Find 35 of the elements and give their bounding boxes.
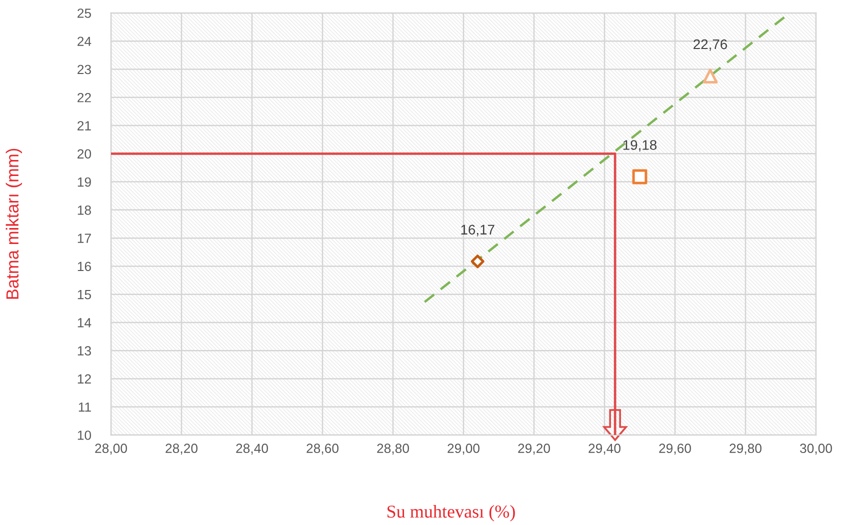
x-tick-label: 28,00 [95, 444, 127, 455]
y-tick-label: 11 [78, 402, 91, 412]
y-tick-label: 10 [78, 430, 92, 440]
data-label: 22,76 [694, 39, 728, 51]
x-tick-label: 28,40 [236, 444, 268, 455]
y-tick-label: 19 [78, 177, 91, 187]
y-tick-label: 21 [78, 121, 91, 130]
y-tick-label: 12 [78, 374, 91, 384]
x-tick-label: 29,60 [659, 444, 691, 455]
y-tick-label: 18 [78, 206, 91, 215]
y-tick-label: 23 [78, 64, 91, 74]
x-tick-label: 28,20 [166, 444, 198, 455]
y-tick-label: 16 [78, 262, 91, 272]
y-tick-label: 17 [78, 234, 91, 243]
data-label: 16,17 [461, 224, 494, 236]
y-tick-label: 13 [78, 346, 91, 356]
x-tick-label: 28,80 [377, 444, 409, 455]
y-tick-label: 25 [78, 8, 92, 18]
point [470, 254, 484, 268]
x-tick-label: 28,60 [306, 444, 338, 455]
y-tick-label: 20 [78, 149, 92, 159]
x-tick-label: 29,20 [518, 444, 550, 455]
y-tick-label: 15 [78, 290, 92, 300]
x-tick-label: 29,80 [730, 444, 762, 455]
x-tick-label: 29,40 [588, 444, 620, 455]
point [632, 169, 648, 184]
y-axis-title: Batma miktarı (mm) [6, 148, 22, 299]
point [702, 68, 718, 84]
x-tick-label: 30,00 [800, 444, 832, 455]
y-tick-label: 22 [78, 92, 91, 102]
x-axis-title: Su muhtevası (%) [388, 505, 515, 522]
x-tick-label: 29,00 [448, 444, 480, 455]
data-label: 19,18 [623, 140, 657, 152]
y-tick-label: 14 [78, 318, 92, 328]
y-tick-label: 24 [78, 36, 92, 46]
